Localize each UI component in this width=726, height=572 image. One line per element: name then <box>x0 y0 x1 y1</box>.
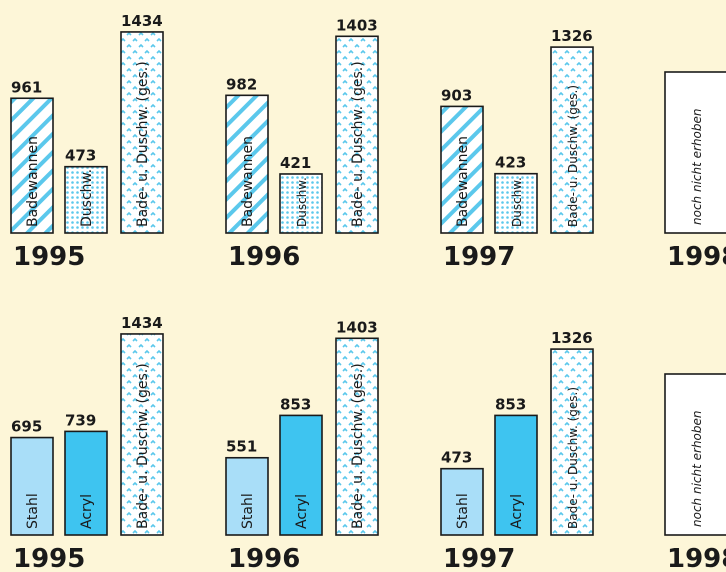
series-label: Stahl <box>240 493 256 529</box>
value-label: 1326 <box>551 329 593 347</box>
value-label: 982 <box>226 75 257 93</box>
value-label: 1434 <box>121 12 163 30</box>
bar-1-1995-1 <box>10 97 54 234</box>
series-label: Bade- u. Duschw. (ges.) <box>350 363 366 529</box>
year-label: 1996 <box>228 544 300 572</box>
series-label: Duschw. <box>510 177 524 227</box>
value-label: 551 <box>226 438 257 456</box>
year-label: 1995 <box>13 242 85 272</box>
bar-1-1997-3 <box>550 46 594 234</box>
series-label: Bade- u. Duschw. (ges.) <box>566 387 580 529</box>
series-label: Badewannen <box>455 136 471 227</box>
series-label: Duschw. <box>295 177 309 227</box>
year-label: 1997 <box>443 242 515 272</box>
bar-1-1997-1 <box>440 105 484 234</box>
value-label: 961 <box>11 78 42 96</box>
year-label: 1998 <box>667 242 726 272</box>
series-label: Bade- u. Duschw. (ges.) <box>566 85 580 227</box>
year-label: 1998 <box>667 544 726 572</box>
bar-1-1996-1 <box>225 94 269 234</box>
series-label: Bade- u. Duschw. (ges.) <box>135 363 151 529</box>
value-label: 853 <box>495 395 526 413</box>
value-label: 423 <box>495 154 526 172</box>
no-data-box <box>664 71 726 234</box>
bar-1-1995-2 <box>64 165 108 234</box>
value-label: 1326 <box>551 27 593 45</box>
value-label: 1403 <box>336 318 378 336</box>
bar-1-1996-3 <box>335 35 379 234</box>
value-label: 853 <box>280 395 311 413</box>
year-label: 1996 <box>228 242 300 272</box>
bar-1-1995-3 <box>120 31 164 234</box>
series-label: Stahl <box>455 493 471 529</box>
value-label: 903 <box>441 86 472 104</box>
series-label: Acryl <box>79 494 95 529</box>
bar-2-1996-1 <box>225 456 269 536</box>
no-data-note: noch nicht erhoben <box>690 109 704 226</box>
year-label: 1997 <box>443 544 515 572</box>
no-data-note: noch nicht erhoben <box>690 411 704 528</box>
bar-2-1997-2 <box>494 414 538 536</box>
value-label: 1403 <box>336 16 378 34</box>
bar-2-1997-1 <box>440 467 484 536</box>
bar-2-1995-2 <box>64 430 108 536</box>
no-data-box <box>664 373 726 536</box>
bar-1-1996-2 <box>279 173 323 234</box>
value-label: 695 <box>11 418 42 436</box>
series-label: Badewannen <box>240 136 256 227</box>
value-label: 473 <box>441 449 472 467</box>
year-label: 1995 <box>13 544 85 572</box>
series-label: Bade- u. Duschw. (ges.) <box>350 61 366 227</box>
value-label: 1434 <box>121 314 163 332</box>
bar-2-1996-2 <box>279 414 323 536</box>
series-label: Bade- u. Duschw. (ges.) <box>135 61 151 227</box>
value-label: 421 <box>280 154 311 172</box>
value-label: 473 <box>65 147 96 165</box>
series-label: Stahl <box>25 493 41 529</box>
bar-2-1995-1 <box>10 436 54 536</box>
bar-2-1995-3 <box>120 333 164 536</box>
bar-2-1997-3 <box>550 348 594 536</box>
bar-1-1997-2 <box>494 172 538 234</box>
series-label: Badewannen <box>25 136 41 227</box>
series-label: Acryl <box>509 494 525 529</box>
series-label: Acryl <box>294 494 310 529</box>
series-label: Duschw. <box>79 169 95 227</box>
bar-2-1996-3 <box>335 337 379 536</box>
value-label: 739 <box>65 411 96 429</box>
